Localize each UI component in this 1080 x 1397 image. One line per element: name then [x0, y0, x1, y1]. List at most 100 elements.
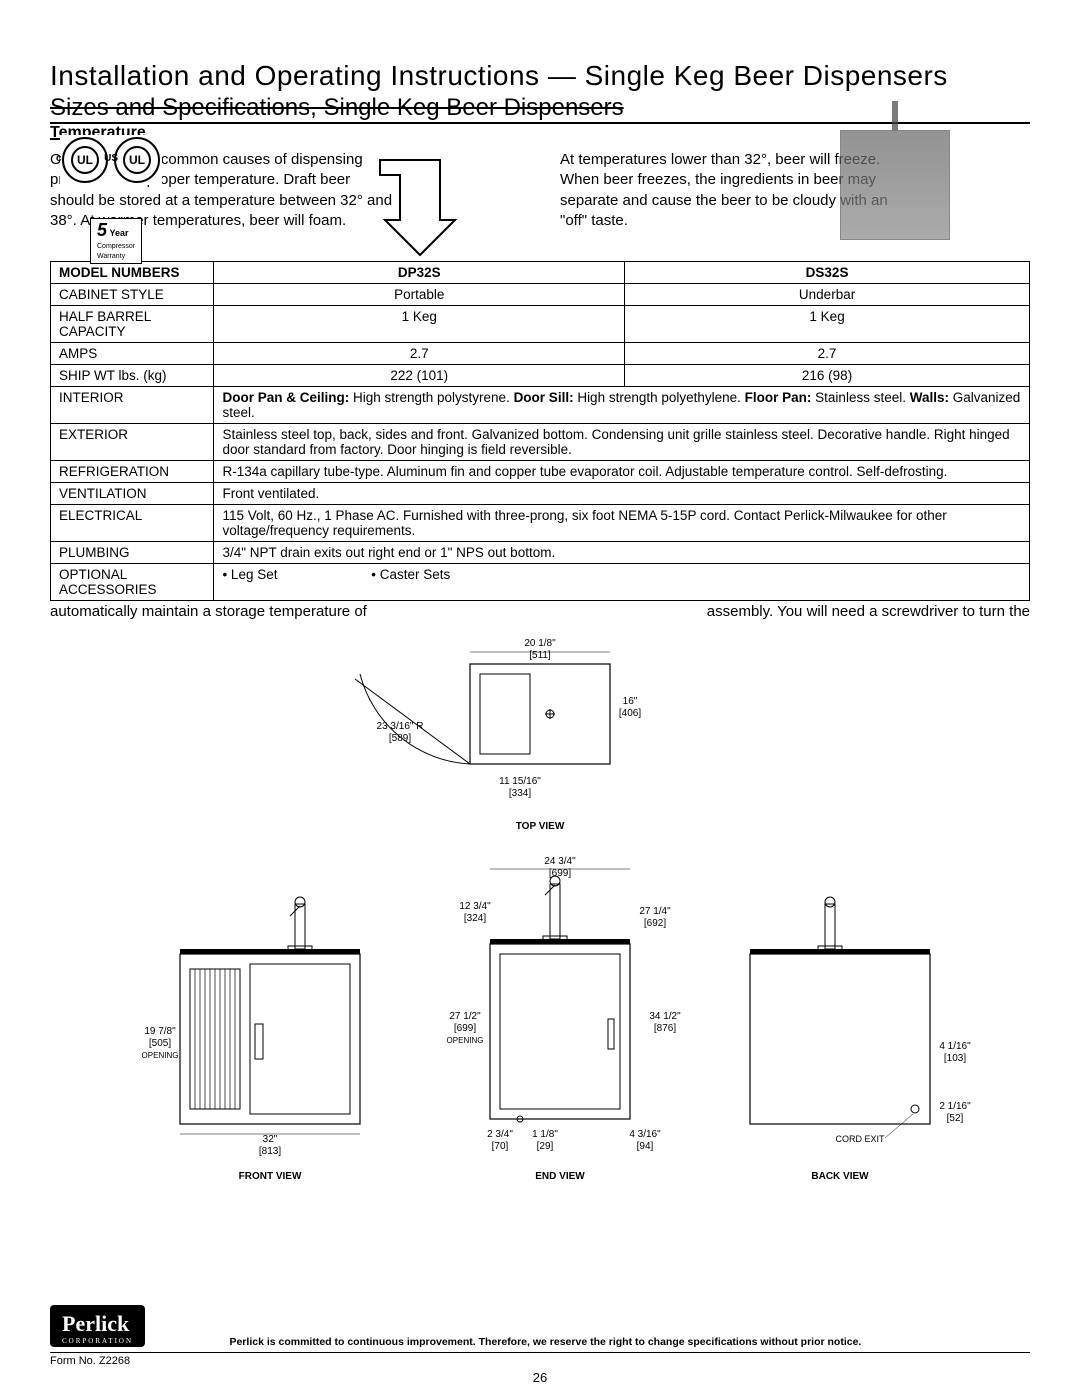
dim: [511] — [529, 650, 551, 661]
dim: 24 3/4" — [544, 856, 576, 867]
dim: 16" — [623, 696, 638, 707]
below-right: assembly. You will need a screwdriver to… — [707, 603, 1030, 620]
cell-span: Stainless steel top, back, sides and fro… — [214, 424, 1030, 461]
cell: 2.7 — [625, 343, 1030, 365]
subtitle: Sizes and Specifications, Single Keg Bee… — [50, 94, 1030, 122]
page-title: Installation and Operating Instructions … — [50, 60, 1030, 92]
body-r4: "off" taste. — [560, 212, 628, 229]
top-view-diagram: 20 1/8" [511] 16" [406] 23 3/16" R [589]… — [330, 634, 670, 844]
dim: OPENING — [142, 1051, 179, 1060]
page-number: 26 — [533, 1370, 547, 1385]
dim: [876] — [654, 1023, 676, 1034]
cell-span: Door Pan & Ceiling: High strength polyst… — [214, 387, 1030, 424]
diagrams: 20 1/8" [511] 16" [406] 23 3/16" R [589]… — [50, 634, 1030, 1214]
cell-span: Front ventilated. — [214, 483, 1030, 505]
ul-classified-badge-icon: UL — [114, 137, 160, 183]
dim: 12 3/4" — [459, 901, 491, 912]
body-col-right: At temperatures lower than 32°, beer wil… — [560, 150, 1030, 231]
dim: 4 1/16" — [939, 1041, 971, 1052]
th-model: MODEL NUMBERS — [51, 262, 214, 284]
below-left: automatically maintain a storage tempera… — [50, 603, 367, 620]
cell-span: 3/4" NPT drain exits out right end or 1"… — [214, 542, 1030, 564]
cell-label: OPTIONAL ACCESSORIES — [51, 564, 214, 601]
cell-label: SHIP WT lbs. (kg) — [51, 365, 214, 387]
dim: [699] — [549, 868, 571, 879]
cell-label: HALF BARREL CAPACITY — [51, 306, 214, 343]
certification-icons: c UL US UL — [60, 135, 162, 185]
cell-label: ELECTRICAL — [51, 505, 214, 542]
dim: [699] — [454, 1023, 476, 1034]
dim: 4 3/16" — [629, 1129, 661, 1140]
dim: [52] — [947, 1113, 964, 1124]
cell: 222 (101) — [214, 365, 625, 387]
table-row: PLUMBING 3/4" NPT drain exits out right … — [51, 542, 1030, 564]
warranty-warranty: Warranty — [97, 253, 125, 260]
below-table-text: automatically maintain a storage tempera… — [50, 603, 1030, 620]
form-number: Form No. Z2268 — [50, 1352, 1030, 1367]
footer-note: Perlick is committed to continuous impro… — [229, 1336, 861, 1348]
cell: Portable — [214, 284, 625, 306]
table-row: SHIP WT lbs. (kg) 222 (101) 216 (98) — [51, 365, 1030, 387]
warranty-badge: 5 Year Compressor Warranty — [90, 218, 142, 264]
view-label: BACK VIEW — [811, 1171, 869, 1182]
cell: 1 Keg — [625, 306, 1030, 343]
view-label: END VIEW — [535, 1171, 585, 1182]
dim: 27 1/2" — [449, 1011, 481, 1022]
dim: [103] — [944, 1053, 966, 1064]
logo-text: Perlick — [62, 1311, 129, 1336]
front-view-diagram: 19 7/8" [505] OPENING 32" [813] FRONT VI… — [140, 884, 390, 1184]
cell-label: REFRIGERATION — [51, 461, 214, 483]
cell: Underbar — [625, 284, 1030, 306]
dim: 2 3/4" — [487, 1129, 513, 1140]
cell-label: EXTERIOR — [51, 424, 214, 461]
th-ds32s: DS32S — [625, 262, 1030, 284]
view-label: TOP VIEW — [516, 821, 565, 832]
table-row: AMPS 2.7 2.7 — [51, 343, 1030, 365]
dim: 19 7/8" — [144, 1026, 176, 1037]
dim: 2 1/16" — [939, 1101, 971, 1112]
table-row: EXTERIOR Stainless steel top, back, side… — [51, 424, 1030, 461]
cell-span: 115 Volt, 60 Hz., 1 Phase AC. Furnished … — [214, 505, 1030, 542]
cell-label: VENTILATION — [51, 483, 214, 505]
end-view-diagram: 24 3/4" [699] 12 3/4" [324] 27 1/4" [692… — [420, 854, 700, 1184]
cell: 1 Keg — [214, 306, 625, 343]
dim: 23 3/16" R — [377, 721, 424, 732]
view-label: FRONT VIEW — [239, 1171, 302, 1182]
dim: [70] — [492, 1141, 509, 1152]
dim: 20 1/8" — [524, 638, 556, 649]
perlick-logo: Perlick CORPORATION — [50, 1305, 145, 1347]
dim: [406] — [619, 708, 641, 719]
cell-label: CABINET STYLE — [51, 284, 214, 306]
table-row: HALF BARREL CAPACITY 1 Keg 1 Keg — [51, 306, 1030, 343]
ul-us-badge-icon: c UL US — [62, 137, 108, 183]
table-row: REFRIGERATION R-134a capillary tube-type… — [51, 461, 1030, 483]
dim: 27 1/4" — [639, 906, 671, 917]
table-row: CABINET STYLE Portable Underbar — [51, 284, 1030, 306]
back-view-diagram: 4 1/16" [103] 2 1/16" [52] CORD EXIT BAC… — [730, 884, 990, 1184]
cell-label: AMPS — [51, 343, 214, 365]
table-row: VENTILATION Front ventilated. — [51, 483, 1030, 505]
table-header-row: MODEL NUMBERS DP32S DS32S — [51, 262, 1030, 284]
footer: Perlick CORPORATION Perlick is committed… — [50, 1305, 1030, 1367]
cell: 216 (98) — [625, 365, 1030, 387]
dim: [29] — [537, 1141, 554, 1152]
dim: CORD EXIT — [835, 1134, 885, 1144]
body-l3: should be stored at a temperature betwee… — [50, 192, 392, 209]
dim: OPENING — [447, 1036, 484, 1045]
dim: [324] — [464, 913, 486, 924]
cell: 2.7 — [214, 343, 625, 365]
table-row: INTERIOR Door Pan & Ceiling: High streng… — [51, 387, 1030, 424]
body-r3: separate and cause the beer to be cloudy… — [560, 192, 888, 209]
cell-label: PLUMBING — [51, 542, 214, 564]
warranty-compressor: Compressor — [97, 243, 135, 250]
cell-label: INTERIOR — [51, 387, 214, 424]
dim: [813] — [259, 1146, 281, 1157]
dim: [334] — [509, 788, 531, 799]
dim: 32" — [263, 1134, 278, 1145]
dim: [505] — [149, 1038, 171, 1049]
warranty-year-label: Year — [110, 228, 129, 238]
spec-table: MODEL NUMBERS DP32S DS32S CABINET STYLE … — [50, 261, 1030, 601]
table-row: OPTIONAL ACCESSORIES • Leg Set • Caster … — [51, 564, 1030, 601]
dim: [94] — [637, 1141, 654, 1152]
dim: 11 15/16" — [499, 776, 541, 787]
